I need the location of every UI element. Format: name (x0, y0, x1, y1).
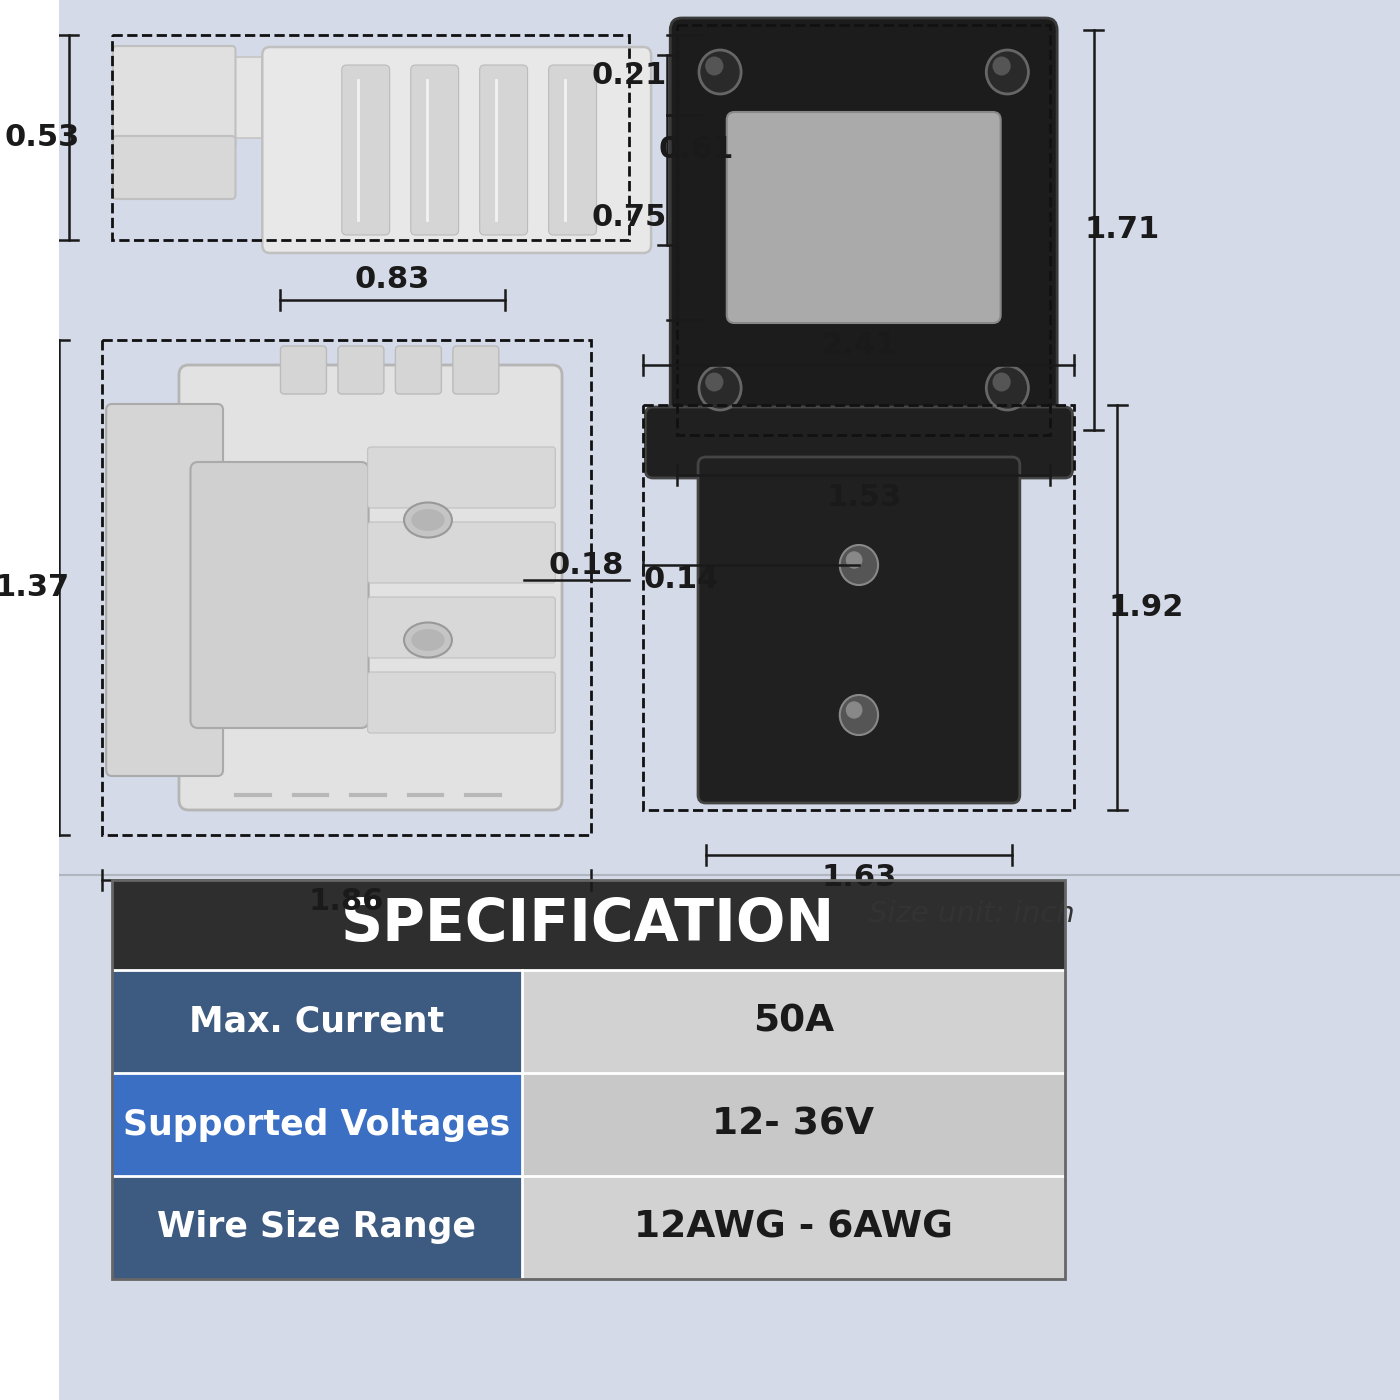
Bar (112, 881, 1065, 1280)
Circle shape (993, 374, 1009, 391)
Text: 0.83: 0.83 (354, 266, 430, 294)
Text: 1.53: 1.53 (826, 483, 902, 511)
FancyBboxPatch shape (113, 46, 235, 148)
Ellipse shape (412, 510, 445, 531)
Circle shape (699, 50, 741, 94)
FancyBboxPatch shape (280, 346, 326, 393)
Circle shape (986, 365, 1029, 410)
FancyBboxPatch shape (106, 405, 223, 776)
Bar (112, 35, 629, 239)
FancyBboxPatch shape (452, 346, 498, 393)
FancyBboxPatch shape (395, 346, 441, 393)
Text: 0.75: 0.75 (591, 203, 666, 232)
FancyBboxPatch shape (368, 522, 556, 582)
Bar (102, 340, 591, 834)
Text: SPECIFICATION: SPECIFICATION (342, 896, 836, 953)
FancyBboxPatch shape (645, 407, 1072, 477)
Text: Wire Size Range: Wire Size Range (157, 1211, 476, 1245)
FancyBboxPatch shape (368, 672, 556, 734)
Text: 1.86: 1.86 (309, 888, 384, 917)
Circle shape (840, 694, 878, 735)
FancyBboxPatch shape (368, 596, 556, 658)
Text: 1.92: 1.92 (1109, 594, 1184, 622)
Circle shape (706, 374, 722, 391)
Bar (112, 881, 1065, 970)
Bar (644, 405, 1074, 811)
FancyBboxPatch shape (368, 447, 556, 508)
Bar (522, 1176, 1065, 1280)
FancyBboxPatch shape (671, 18, 1057, 442)
Text: Supported Voltages: Supported Voltages (123, 1107, 511, 1141)
Text: 0.21: 0.21 (591, 60, 666, 90)
Text: Max. Current: Max. Current (189, 1005, 444, 1039)
Circle shape (847, 701, 862, 718)
Text: 2.41: 2.41 (822, 330, 896, 360)
FancyBboxPatch shape (337, 346, 384, 393)
Circle shape (699, 365, 741, 410)
FancyBboxPatch shape (113, 136, 235, 199)
Text: 50A: 50A (753, 1004, 834, 1039)
Bar (112, 970, 522, 1072)
Text: 0.53: 0.53 (4, 123, 80, 153)
Bar (522, 970, 1065, 1072)
FancyBboxPatch shape (549, 64, 596, 235)
Circle shape (993, 57, 1009, 74)
FancyBboxPatch shape (342, 64, 389, 235)
Text: Size unit: inch: Size unit: inch (868, 900, 1074, 928)
FancyBboxPatch shape (699, 456, 1019, 804)
Text: 0.61: 0.61 (658, 136, 734, 165)
Bar (112, 1072, 522, 1176)
FancyBboxPatch shape (179, 365, 561, 811)
Bar (522, 1072, 1065, 1176)
Ellipse shape (405, 503, 452, 538)
Text: 1.37: 1.37 (0, 573, 70, 602)
FancyBboxPatch shape (190, 462, 368, 728)
FancyBboxPatch shape (262, 48, 651, 253)
Text: 12- 36V: 12- 36V (713, 1106, 874, 1142)
Text: 0.14: 0.14 (644, 566, 718, 595)
Circle shape (847, 552, 862, 568)
FancyBboxPatch shape (224, 57, 277, 139)
Circle shape (986, 50, 1029, 94)
Text: 1.71: 1.71 (1085, 216, 1161, 245)
Circle shape (840, 545, 878, 585)
Bar (112, 1176, 522, 1280)
Ellipse shape (405, 623, 452, 658)
Circle shape (706, 57, 722, 74)
FancyBboxPatch shape (410, 64, 459, 235)
Bar (678, 25, 1050, 435)
FancyBboxPatch shape (59, 0, 1400, 1400)
Text: 1.63: 1.63 (822, 862, 896, 892)
FancyBboxPatch shape (480, 64, 528, 235)
Text: 12AWG - 6AWG: 12AWG - 6AWG (634, 1210, 952, 1246)
Ellipse shape (412, 629, 445, 651)
FancyBboxPatch shape (727, 112, 1001, 323)
Text: 0.18: 0.18 (549, 550, 623, 580)
